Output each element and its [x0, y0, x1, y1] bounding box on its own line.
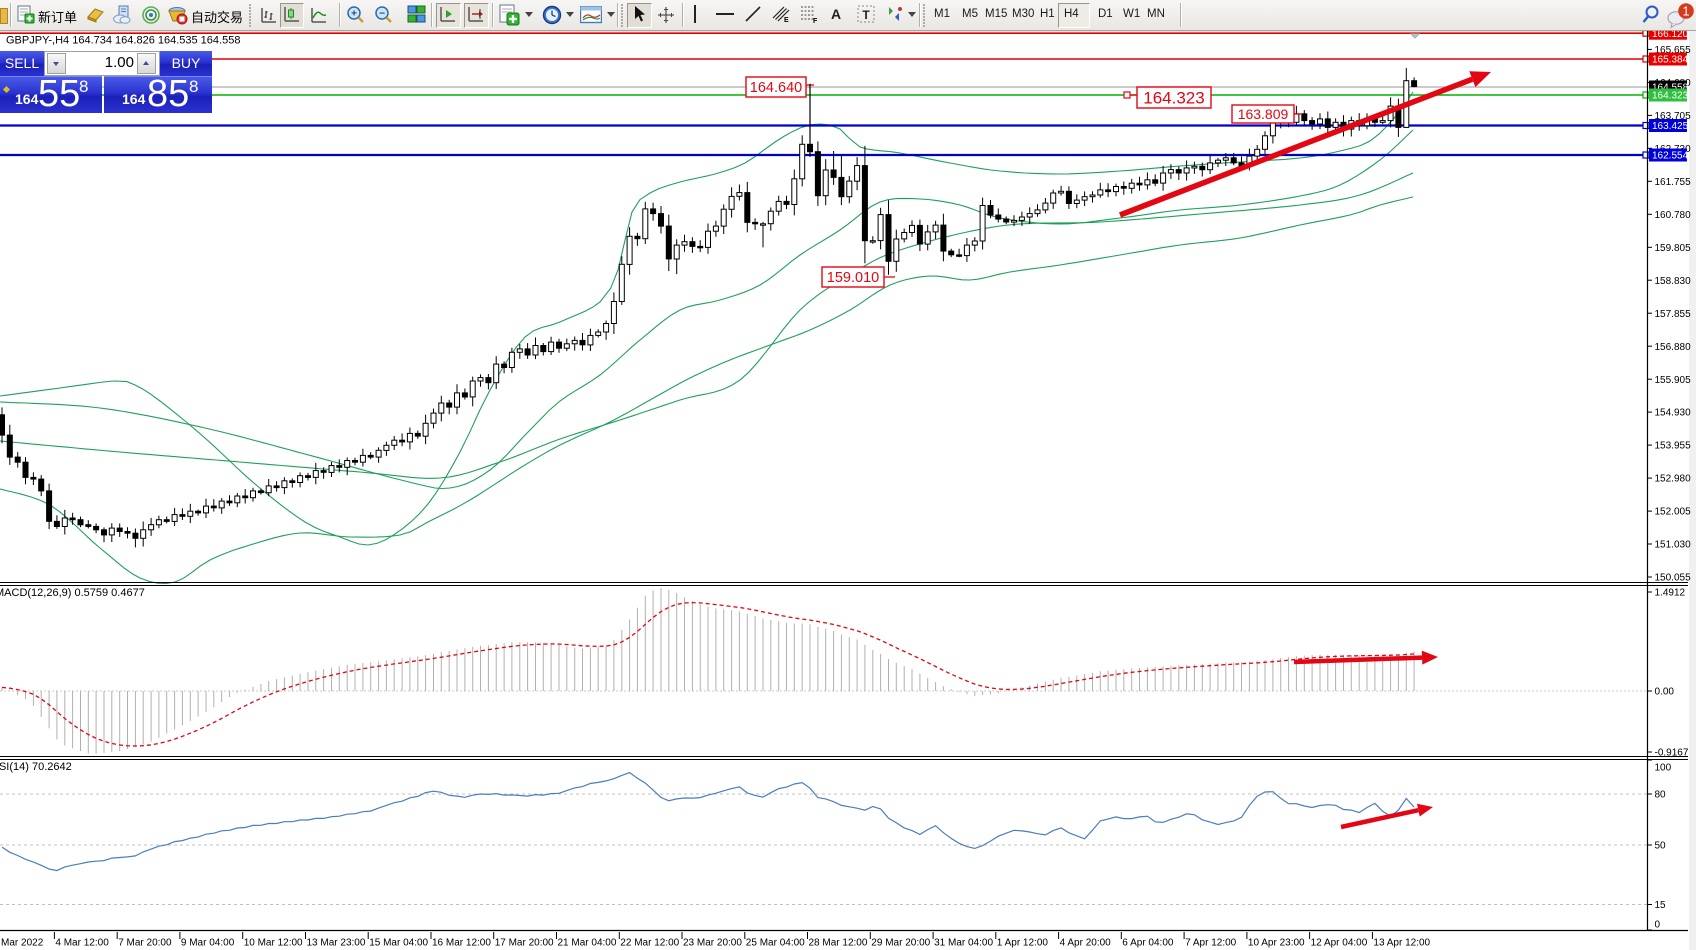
svg-text:12 Apr 04:00: 12 Apr 04:00	[1311, 938, 1368, 949]
svg-text:9 Mar 04:00: 9 Mar 04:00	[181, 938, 235, 949]
svg-text:4 Mar 12:00: 4 Mar 12:00	[55, 938, 109, 949]
svg-text:159.805: 159.805	[1655, 243, 1692, 254]
svg-text:15 Mar 04:00: 15 Mar 04:00	[369, 938, 428, 949]
svg-text:MACD(12,26,9) 0.5759 0.4677: MACD(12,26,9) 0.5759 0.4677	[0, 587, 145, 599]
svg-text:16 Mar 12:00: 16 Mar 12:00	[432, 938, 491, 949]
svg-text:152.005: 152.005	[1655, 507, 1692, 518]
svg-text:163.705: 163.705	[1655, 111, 1692, 122]
svg-text:13 Mar 23:00: 13 Mar 23:00	[307, 938, 366, 949]
svg-text:15: 15	[1655, 900, 1667, 911]
svg-text:0: 0	[1655, 920, 1661, 931]
svg-text:10 Apr 23:00: 10 Apr 23:00	[1248, 938, 1305, 949]
svg-text:162.554: 162.554	[1652, 151, 1689, 162]
svg-text:RSI(14) 70.2642: RSI(14) 70.2642	[0, 761, 72, 773]
svg-text:21 Mar 04:00: 21 Mar 04:00	[558, 938, 617, 949]
svg-text:164.323: 164.323	[1652, 91, 1689, 102]
svg-text:E: E	[784, 17, 789, 24]
svg-text:163.809: 163.809	[1238, 106, 1289, 122]
svg-text:13 Apr 12:00: 13 Apr 12:00	[1373, 938, 1430, 949]
svg-text:GBPJPY-,H4 164.734 164.826 16: GBPJPY-,H4 164.734 164.826 164.535 164.5…	[6, 35, 240, 47]
svg-text:-0.9167: -0.9167	[1655, 748, 1689, 759]
svg-text:1 Apr 12:00: 1 Apr 12:00	[997, 938, 1049, 949]
svg-text:158.830: 158.830	[1655, 276, 1692, 287]
svg-text:10 Mar 12:00: 10 Mar 12:00	[244, 938, 303, 949]
svg-text:4 Mar 2022: 4 Mar 2022	[0, 938, 44, 949]
svg-text:4 Apr 20:00: 4 Apr 20:00	[1060, 938, 1112, 949]
svg-text:29 Mar 20:00: 29 Mar 20:00	[871, 938, 930, 949]
svg-text:80: 80	[1655, 790, 1667, 801]
svg-text:22 Mar 12:00: 22 Mar 12:00	[620, 938, 679, 949]
svg-text:−: −	[379, 9, 385, 20]
svg-text:150.055: 150.055	[1655, 573, 1692, 584]
svg-text:161.755: 161.755	[1655, 177, 1692, 188]
svg-text:6 Apr 04:00: 6 Apr 04:00	[1122, 938, 1174, 949]
svg-text:0.00: 0.00	[1655, 687, 1675, 698]
svg-text:+: +	[351, 9, 357, 20]
svg-text:157.855: 157.855	[1655, 309, 1692, 320]
svg-text:28 Mar 12:00: 28 Mar 12:00	[809, 938, 868, 949]
svg-text:155.905: 155.905	[1655, 375, 1692, 386]
svg-text:23 Mar 20:00: 23 Mar 20:00	[683, 938, 742, 949]
svg-text:17 Mar 20:00: 17 Mar 20:00	[495, 938, 554, 949]
svg-text:164.323: 164.323	[1143, 89, 1204, 108]
svg-text:164.558: 164.558	[1652, 83, 1689, 94]
svg-text:156.880: 156.880	[1655, 342, 1692, 353]
svg-text:151.030: 151.030	[1655, 540, 1692, 551]
svg-text:31 Mar 04:00: 31 Mar 04:00	[934, 938, 993, 949]
svg-text:165.384: 165.384	[1652, 55, 1689, 66]
svg-text:160.780: 160.780	[1655, 210, 1692, 221]
svg-text:25 Mar 04:00: 25 Mar 04:00	[746, 938, 805, 949]
svg-text:100: 100	[1655, 762, 1672, 773]
svg-text:T: T	[862, 8, 870, 22]
svg-text:159.010: 159.010	[827, 270, 879, 286]
svg-text:50: 50	[1655, 841, 1667, 852]
svg-text:7 Apr 12:00: 7 Apr 12:00	[1185, 938, 1237, 949]
svg-text:F: F	[813, 18, 818, 24]
svg-text:166.120: 166.120	[1652, 29, 1689, 40]
svg-text:1: 1	[1683, 5, 1690, 19]
svg-text:1.4912: 1.4912	[1655, 588, 1686, 599]
svg-text:164.640: 164.640	[750, 80, 802, 96]
svg-text:7 Mar 20:00: 7 Mar 20:00	[118, 938, 172, 949]
svg-text:154.930: 154.930	[1655, 408, 1692, 419]
svg-text:165.655: 165.655	[1655, 45, 1692, 56]
svg-text:153.955: 153.955	[1655, 441, 1692, 452]
svg-text:152.980: 152.980	[1655, 474, 1692, 485]
svg-text:163.425: 163.425	[1652, 121, 1689, 132]
